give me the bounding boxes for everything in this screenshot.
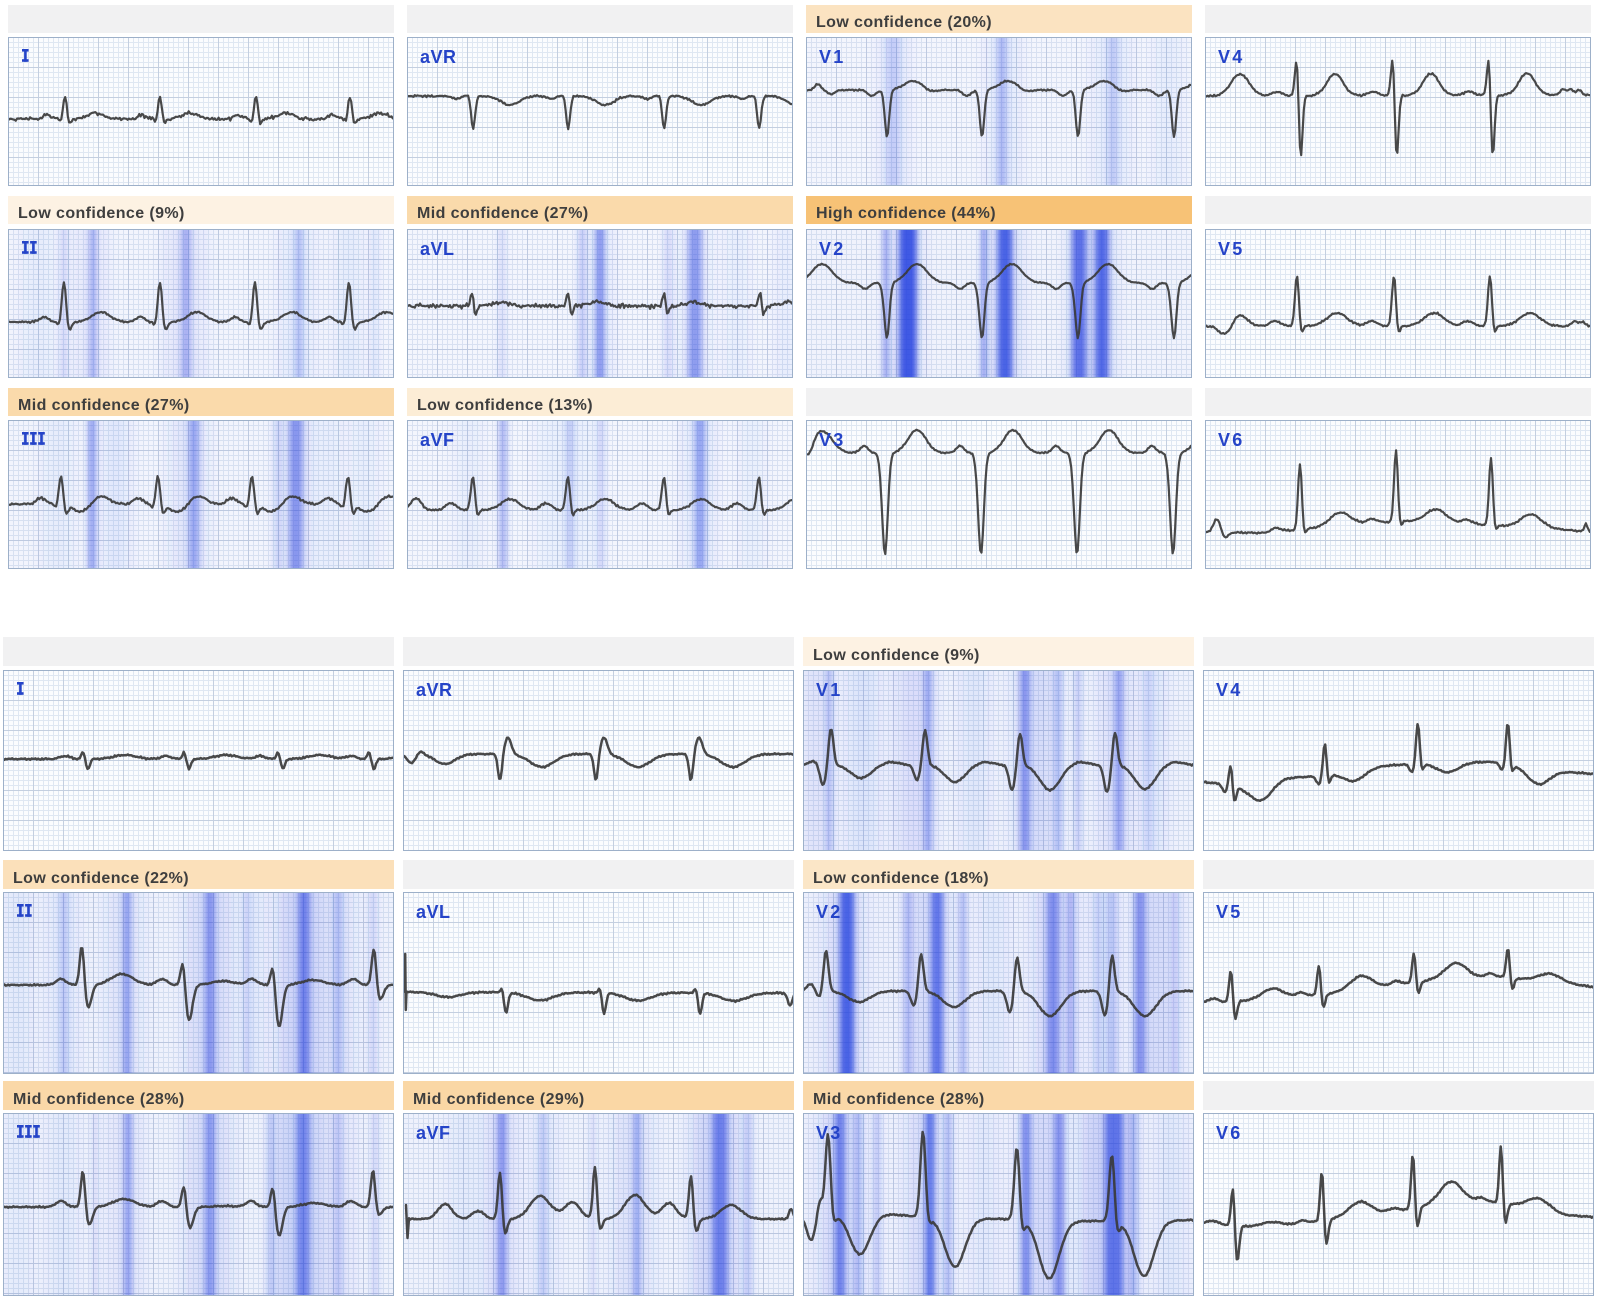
svg-text:Low confidence (20%): Low confidence (20%): [816, 14, 992, 31]
svg-text:aVL: aVL: [420, 239, 455, 259]
svg-text:Low confidence (9%): Low confidence (9%): [18, 205, 185, 222]
svg-text:Low confidence (22%): Low confidence (22%): [13, 870, 189, 887]
svg-text:V6: V6: [1218, 430, 1244, 450]
svg-text:Mid confidence (27%): Mid confidence (27%): [417, 205, 589, 222]
svg-text:V6: V6: [1216, 1123, 1242, 1143]
svg-text:Mid confidence (28%): Mid confidence (28%): [13, 1091, 185, 1108]
svg-text:V3: V3: [819, 430, 845, 450]
svg-text:aVR: aVR: [416, 680, 453, 700]
svg-text:V2: V2: [819, 239, 845, 259]
svg-text:Mid confidence (27%): Mid confidence (27%): [18, 397, 190, 414]
svg-text:V1: V1: [816, 680, 842, 700]
svg-text:Mid confidence (29%): Mid confidence (29%): [413, 1091, 585, 1108]
svg-text:V4: V4: [1216, 680, 1242, 700]
svg-text:Mid confidence (28%): Mid confidence (28%): [813, 1091, 985, 1108]
svg-text:aVR: aVR: [420, 47, 457, 67]
svg-text:V1: V1: [819, 47, 845, 67]
svg-text:V3: V3: [816, 1123, 842, 1143]
svg-text:V5: V5: [1216, 902, 1242, 922]
svg-text:Low confidence (13%): Low confidence (13%): [417, 397, 593, 414]
svg-text:aVL: aVL: [416, 902, 451, 922]
svg-text:V4: V4: [1218, 47, 1244, 67]
svg-text:Low confidence (18%): Low confidence (18%): [813, 870, 989, 887]
svg-text:V5: V5: [1218, 239, 1244, 259]
svg-text:High confidence (44%): High confidence (44%): [816, 205, 996, 222]
svg-text:aVF: aVF: [416, 1123, 451, 1143]
svg-text:V2: V2: [816, 902, 842, 922]
svg-text:aVF: aVF: [420, 430, 455, 450]
svg-text:Low confidence (9%): Low confidence (9%): [813, 647, 980, 664]
